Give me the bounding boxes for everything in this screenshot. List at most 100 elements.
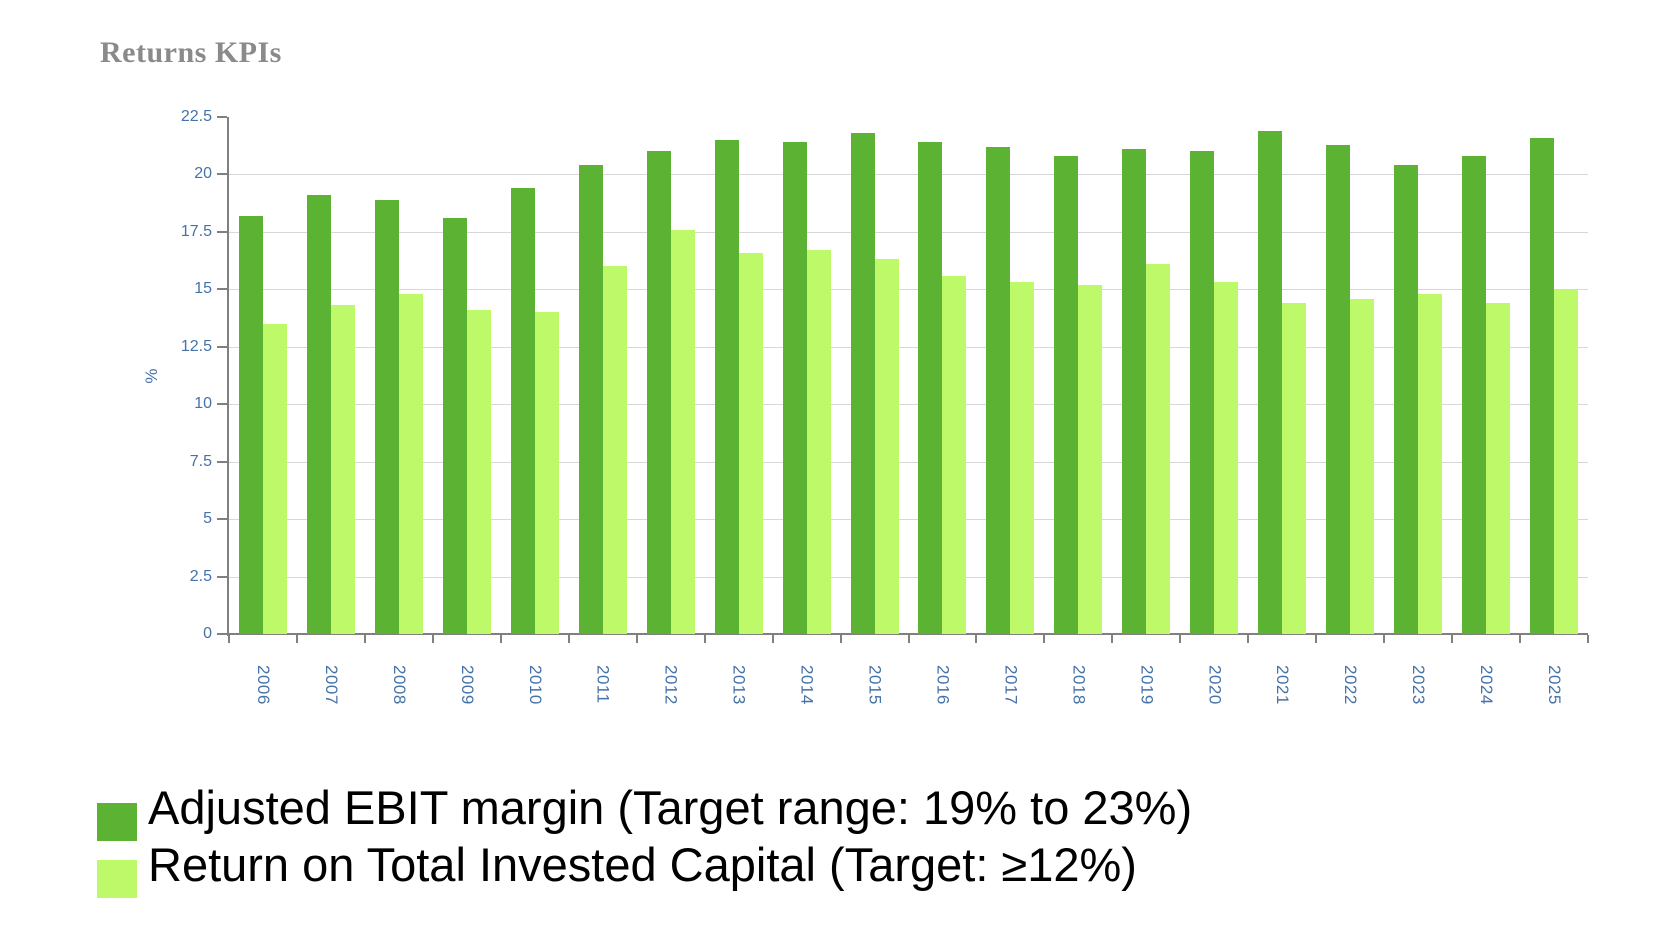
x-axis-tick [1043,635,1046,643]
x-axis-tick [363,635,366,643]
y-axis-tick-label: 17.5 [180,222,212,240]
y-axis-tick-label: 10 [194,395,212,413]
bar-rotic-2021[interactable] [1282,303,1307,634]
chart-title: Returns KPIs [100,36,282,69]
x-axis-tick-label: 2014 [797,665,817,705]
x-axis-tick-label: 2011 [593,665,613,704]
gridline [229,404,1588,406]
bar-rotic-2019[interactable] [1146,264,1171,634]
gridline [229,289,1588,291]
y-axis-tick [217,116,227,118]
y-axis-tick-label: 5 [203,510,212,528]
y-axis-tick-label: 12.5 [180,337,212,355]
bar-rotic-2011[interactable] [602,266,627,634]
bar-rotic-2025[interactable] [1554,289,1579,634]
x-axis-tick-label: 2025 [1545,665,1565,705]
x-axis-tick-label: 2009 [457,665,477,705]
x-axis-tick [1247,635,1250,643]
bar-adjusted-ebit-margin-2014[interactable] [782,142,807,634]
bar-rotic-2022[interactable] [1350,298,1375,634]
x-axis-tick [907,635,910,643]
legend-swatch-adjusted-ebit-margin [97,803,137,841]
x-axis-tick [703,635,706,643]
bar-rotic-2008[interactable] [398,293,423,634]
bar-adjusted-ebit-margin-2012[interactable] [646,151,671,634]
legend-item-return-on-total-invested-capital[interactable]: Return on Total Invested Capital (Target… [97,836,1192,898]
y-axis-tick [217,460,227,463]
bar-adjusted-ebit-margin-2019[interactable] [1122,149,1147,634]
gridline [229,346,1588,348]
x-axis-tick [839,635,842,643]
bar-rotic-2017[interactable] [1010,282,1035,634]
y-axis-tick-label: 15 [194,280,212,298]
bar-adjusted-ebit-margin-2025[interactable] [1530,137,1555,634]
x-axis-tick-label: 2024 [1477,665,1497,705]
x-axis-tick-label: 2007 [321,665,341,705]
bar-adjusted-ebit-margin-2008[interactable] [374,199,399,634]
legend-swatch-return-on-total-invested-capital [97,860,137,898]
x-axis-tick [295,635,298,643]
y-axis-tick [217,633,227,635]
bar-adjusted-ebit-margin-2018[interactable] [1054,156,1079,634]
y-axis-tick-label: 2.5 [189,567,212,585]
bar-rotic-2016[interactable] [942,275,967,634]
y-axis-tick-label: 20 [194,165,212,183]
bar-adjusted-ebit-margin-2023[interactable] [1394,165,1419,634]
x-axis-tick [431,635,434,643]
x-axis-tick [1179,635,1182,643]
x-axis-tick-label: 2017 [1001,665,1021,705]
bar-rotic-2010[interactable] [534,312,559,634]
bar-adjusted-ebit-margin-2006[interactable] [238,215,263,634]
bar-rotic-2020[interactable] [1214,282,1239,634]
gridline [229,231,1588,233]
x-axis-tick-label: 2019 [1137,665,1157,705]
x-axis-tick [499,635,502,643]
y-axis-tick-label: 7.5 [189,452,212,470]
x-axis-tick [635,635,638,643]
x-axis-tick-label: 2013 [729,665,749,705]
y-axis-line [227,117,229,636]
bar-adjusted-ebit-margin-2017[interactable] [986,146,1011,634]
legend-item-adjusted-ebit-margin[interactable]: Adjusted EBIT margin (Target range: 19% … [97,779,1192,841]
bar-adjusted-ebit-margin-2021[interactable] [1258,130,1283,634]
bar-rotic-2023[interactable] [1418,293,1443,634]
bar-adjusted-ebit-margin-2007[interactable] [306,195,331,634]
bar-rotic-2013[interactable] [738,252,763,634]
plot-area [217,116,1589,643]
y-axis-tick [217,288,227,291]
bar-adjusted-ebit-margin-2010[interactable] [510,188,535,634]
gridline [229,174,1588,176]
bar-adjusted-ebit-margin-2009[interactable] [442,218,467,634]
y-axis-tick [217,403,227,406]
bar-rotic-2006[interactable] [262,323,287,634]
bar-adjusted-ebit-margin-2020[interactable] [1190,151,1215,634]
legend-label-return-on-total-invested-capital: Return on Total Invested Capital (Target… [148,838,1137,891]
x-axis-tick-label: 2010 [525,665,545,705]
y-axis-tick-label: 0 [203,625,212,642]
y-axis-tick-label: 22.5 [180,108,212,125]
x-axis-tick-label: 2016 [933,665,953,705]
bar-adjusted-ebit-margin-2016[interactable] [918,142,943,634]
x-axis-tick-label: 2015 [865,665,885,705]
x-axis-tick-label: 2021 [1273,665,1293,705]
y-axis-tick [217,345,227,348]
bar-adjusted-ebit-margin-2015[interactable] [850,133,875,634]
bar-rotic-2015[interactable] [874,259,899,634]
bar-rotic-2009[interactable] [466,310,491,634]
bar-rotic-2007[interactable] [330,305,355,634]
bar-adjusted-ebit-margin-2024[interactable] [1462,156,1487,634]
bar-rotic-2024[interactable] [1486,303,1511,634]
gridline [229,461,1588,463]
x-axis-tick-label: 2006 [253,665,273,705]
y-axis-tick [217,173,227,176]
x-axis-tick-label: 2012 [661,665,681,705]
bar-adjusted-ebit-margin-2022[interactable] [1326,144,1351,634]
legend: Adjusted EBIT margin (Target range: 19% … [97,779,1192,898]
gridline [229,576,1588,578]
bar-rotic-2012[interactable] [670,229,695,634]
x-axis-tick [1587,635,1589,643]
bar-rotic-2014[interactable] [806,250,831,634]
bar-adjusted-ebit-margin-2011[interactable] [578,165,603,634]
bar-adjusted-ebit-margin-2013[interactable] [714,139,739,634]
bar-rotic-2018[interactable] [1078,284,1103,634]
